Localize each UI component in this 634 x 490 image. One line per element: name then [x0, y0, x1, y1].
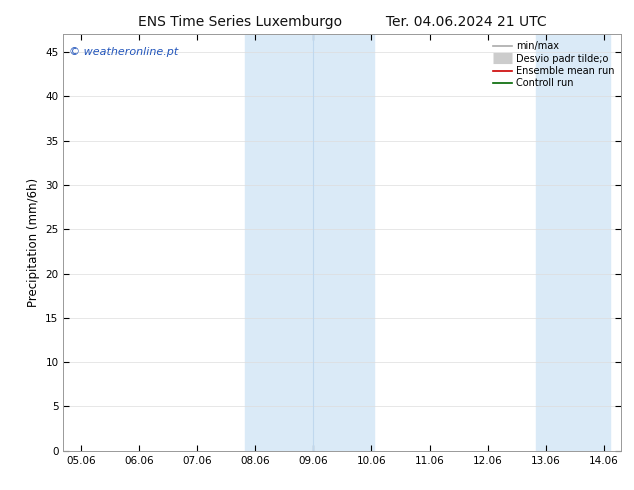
Bar	[245, 34, 374, 451]
Y-axis label: Precipitation (mm/6h): Precipitation (mm/6h)	[27, 178, 40, 307]
Text: © weatheronline.pt: © weatheronline.pt	[69, 47, 178, 57]
Bar	[536, 34, 610, 451]
Legend: min/max, Desvio padr tilde;o, Ensemble mean run, Controll run: min/max, Desvio padr tilde;o, Ensemble m…	[491, 39, 616, 90]
Title: ENS Time Series Luxemburgo          Ter. 04.06.2024 21 UTC: ENS Time Series Luxemburgo Ter. 04.06.20…	[138, 15, 547, 29]
